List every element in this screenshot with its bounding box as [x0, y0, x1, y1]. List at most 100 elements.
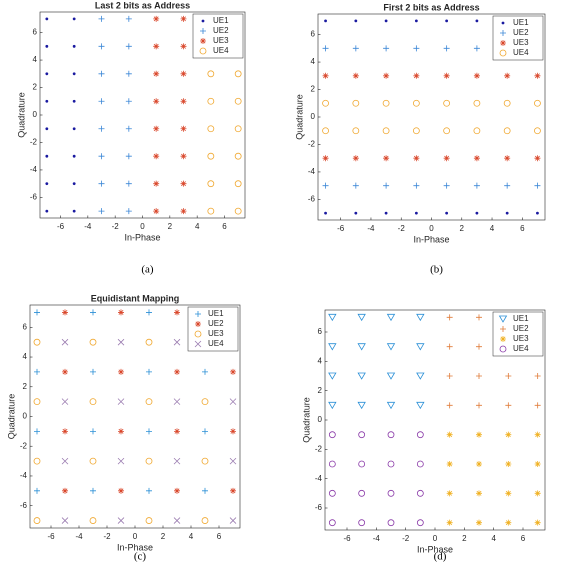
point [202, 428, 208, 435]
point [72, 154, 76, 158]
legend-label: UE1 [208, 309, 224, 318]
point [153, 125, 160, 132]
point [324, 211, 327, 215]
point [173, 457, 181, 465]
y-tick-label: -2 [20, 441, 28, 450]
point [34, 368, 40, 375]
y-tick-label: 2 [33, 83, 38, 92]
point [383, 72, 390, 79]
legend-box [192, 13, 244, 59]
point [207, 97, 215, 105]
chart-title: First 2 bits as Address [383, 2, 479, 12]
point [505, 373, 512, 379]
y-tick-label: -4 [308, 167, 316, 176]
point [446, 402, 453, 409]
x-tick-label: -2 [103, 532, 111, 541]
caption: (b) [430, 264, 443, 276]
y-tick-label: 6 [23, 322, 28, 331]
point [328, 372, 337, 380]
point [536, 211, 539, 215]
point [202, 487, 208, 494]
point [534, 373, 541, 379]
legend-label: UE2 [208, 319, 224, 328]
point [476, 373, 482, 379]
point [234, 125, 242, 133]
x-tick-label: 4 [189, 532, 194, 541]
point [146, 428, 152, 435]
point [504, 155, 511, 162]
y-axis-label: Quadrature [16, 92, 26, 138]
point [98, 98, 105, 105]
point [125, 43, 132, 50]
x-tick-label: 4 [195, 222, 200, 231]
point [446, 490, 453, 497]
point [473, 72, 480, 79]
x-tick-label: 0 [433, 534, 438, 543]
point [358, 460, 366, 468]
point [414, 211, 418, 215]
point [207, 125, 215, 133]
legend-label: UE3 [513, 334, 529, 343]
point [352, 127, 360, 135]
point [416, 401, 425, 410]
point [118, 487, 124, 494]
point [45, 72, 49, 76]
point [446, 314, 453, 321]
point [443, 182, 450, 189]
point [62, 487, 68, 494]
legend-marker [194, 330, 202, 338]
y-tick-label: 2 [318, 386, 323, 395]
legend-marker [500, 336, 506, 342]
point [98, 70, 105, 77]
point [153, 43, 160, 50]
legend-marker [500, 40, 506, 46]
point [90, 368, 96, 375]
point [72, 99, 76, 103]
legend-label: UE1 [513, 314, 529, 323]
point [357, 372, 366, 380]
point [89, 517, 97, 524]
legend-label: UE4 [213, 46, 229, 55]
point [322, 155, 329, 162]
legend-label: UE4 [513, 48, 529, 57]
y-tick-label: -4 [30, 165, 38, 174]
point [505, 211, 509, 215]
point [117, 338, 125, 346]
caption: (c) [134, 551, 147, 563]
y-tick-label: -6 [20, 501, 28, 510]
point [386, 313, 396, 322]
point [180, 208, 187, 215]
point [504, 72, 511, 79]
point [443, 72, 450, 79]
x-tick-label: 0 [133, 532, 138, 541]
point [61, 517, 69, 524]
point [89, 398, 97, 406]
point [234, 152, 242, 160]
x-tick-label: 0 [140, 222, 145, 231]
legend-label: UE2 [213, 26, 229, 35]
point [125, 180, 132, 187]
point [328, 460, 336, 468]
y-axis-label: Quadrature [301, 397, 311, 443]
point [153, 98, 160, 105]
point [125, 70, 132, 77]
caption: (a) [141, 264, 154, 276]
point [534, 155, 541, 162]
legend-label: UE4 [208, 339, 224, 348]
point [34, 487, 40, 494]
point [358, 431, 366, 439]
point [118, 368, 124, 375]
legend-marker [201, 19, 205, 23]
x-tick-label: -4 [75, 532, 83, 541]
point [173, 338, 181, 346]
point [416, 431, 424, 439]
x-tick-label: 6 [222, 222, 227, 231]
point [505, 519, 512, 526]
legend-marker [499, 345, 507, 353]
point [118, 428, 124, 435]
point [229, 398, 237, 405]
y-tick-label: -2 [30, 138, 38, 147]
legend-label: UE4 [513, 344, 529, 353]
y-tick-label: 6 [311, 30, 316, 39]
point [534, 72, 541, 79]
